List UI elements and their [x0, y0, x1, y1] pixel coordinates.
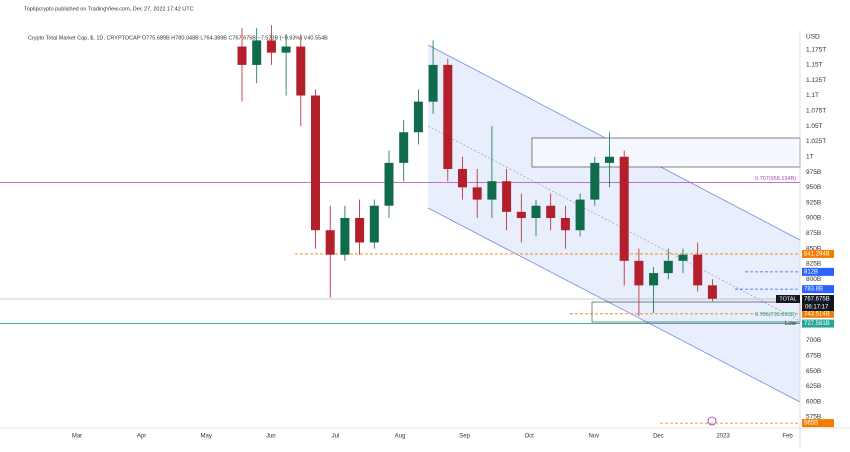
candle-body: [531, 205, 541, 218]
current-tag-label: 767.675B: [804, 297, 830, 303]
y-tick-label: 900B: [806, 215, 821, 222]
y-tick-label: 800B: [806, 276, 821, 283]
countdown: 06:17:17: [805, 305, 829, 311]
fib-label: 0.786(735.993B): [755, 312, 796, 318]
candle-body: [619, 156, 629, 261]
candle-body: [487, 181, 497, 200]
x-tick-label: Feb: [782, 434, 793, 440]
candle-body: [560, 217, 570, 231]
price-tag: [802, 249, 834, 258]
price-tag-label: 727.581B: [804, 321, 830, 327]
current-tag: [802, 295, 834, 312]
y-tick-label: 650B: [806, 368, 821, 375]
candle-body: [252, 40, 262, 65]
x-tick-label: Nov: [588, 434, 599, 440]
price-tag: [802, 285, 834, 294]
fib-label: 0.707(958.134B): [755, 176, 796, 182]
candle-body: [311, 95, 320, 231]
x-tick-label: Jun: [266, 434, 276, 440]
y-unit: USD: [806, 34, 820, 41]
candle-body: [413, 101, 423, 133]
price-tag-label: 812B: [804, 269, 818, 275]
candle-body: [369, 205, 379, 243]
attribution: Toptipcrypto published on TradingView.co…: [24, 6, 194, 12]
price-tag: [802, 309, 834, 318]
y-tick-label: 675B: [806, 352, 821, 359]
zone-box: [531, 137, 801, 168]
y-tick-label: 1.125T: [806, 77, 826, 84]
level-note: Low: [785, 321, 797, 327]
candle-body: [707, 285, 717, 299]
y-tick-label: 575B: [806, 414, 821, 421]
x-tick-label: Jul: [332, 434, 340, 440]
price-tag-label: 841.294B: [804, 252, 830, 258]
candle-body: [605, 156, 614, 163]
candle-body: [340, 217, 350, 255]
y-tick-label: 1.05T: [806, 123, 823, 130]
channel-lower: [427, 207, 801, 403]
y-tick-label: 1.025T: [806, 138, 826, 145]
candle-body: [546, 205, 556, 218]
candle-body: [399, 132, 409, 163]
x-tick-label: Dec: [653, 434, 664, 440]
symbol-legend: Crypto Total Market Cap, $, 1D, CRYPTOCA…: [28, 35, 328, 41]
candle-body: [281, 46, 291, 53]
price-tag-label: 565B: [804, 421, 818, 427]
y-tick-label: 1T: [806, 153, 814, 160]
plot: 575B 600B 625B 650B 675B 700B 800B 825B 850B 875B…: [0, 25, 834, 440]
x-tick-label: May: [201, 434, 212, 440]
channel-fill: [428, 45, 800, 402]
candle-body: [516, 211, 526, 218]
candle-body: [325, 230, 335, 255]
y-tick-label: 825B: [806, 261, 821, 268]
y-tick-label: 925B: [806, 199, 821, 206]
candle-body: [502, 181, 512, 212]
y-tick-label: 875B: [806, 230, 821, 237]
symbol-tag: [776, 295, 800, 304]
candle-body: [472, 187, 482, 200]
symbol-tag-label: TOTAL: [779, 296, 796, 302]
x-tick-label: Aug: [395, 434, 406, 440]
y-tick-label: 850B: [806, 245, 821, 252]
y-tick-label: 1.1T: [806, 92, 819, 99]
y-tick-label: 700B: [806, 337, 821, 344]
candle-body: [237, 46, 247, 65]
price-tag-label: 783.8B: [804, 287, 823, 293]
x-tick-label: 2023: [716, 434, 730, 440]
x-tick-label: Mar: [72, 434, 82, 440]
candle-body: [428, 64, 438, 102]
price-tag: [802, 267, 834, 276]
event-marker: [707, 416, 717, 426]
y-tick-label: 625B: [806, 383, 821, 390]
candle-body: [384, 162, 394, 206]
candle-body: [355, 217, 365, 243]
y-tick-label: 950B: [806, 184, 821, 191]
x-tick-label: Sep: [459, 434, 470, 440]
y-tick-label: 1.15T: [806, 62, 823, 69]
candle-body: [266, 40, 276, 53]
candle-body: [443, 64, 453, 169]
x-tick-label: Oct: [525, 434, 535, 440]
candle-body: [678, 254, 688, 261]
candle-body: [634, 260, 644, 286]
candle-body: [663, 260, 673, 274]
candle-body: [590, 162, 600, 200]
candle-body: [693, 254, 703, 286]
y-tick-label: 975B: [806, 169, 821, 176]
candle-body: [296, 46, 306, 96]
candle-body: [575, 199, 585, 231]
y-tick-label: 1.175T: [806, 46, 826, 53]
price-tag-label: 743.514B: [804, 311, 830, 317]
price-tag: [802, 319, 834, 328]
y-tick-label: 1.075T: [806, 108, 826, 115]
y-tick-label: 600B: [806, 398, 821, 405]
candle-body: [649, 273, 659, 286]
price-tag: [802, 419, 834, 428]
x-tick-label: Apr: [137, 434, 146, 440]
candle-body: [458, 168, 467, 188]
